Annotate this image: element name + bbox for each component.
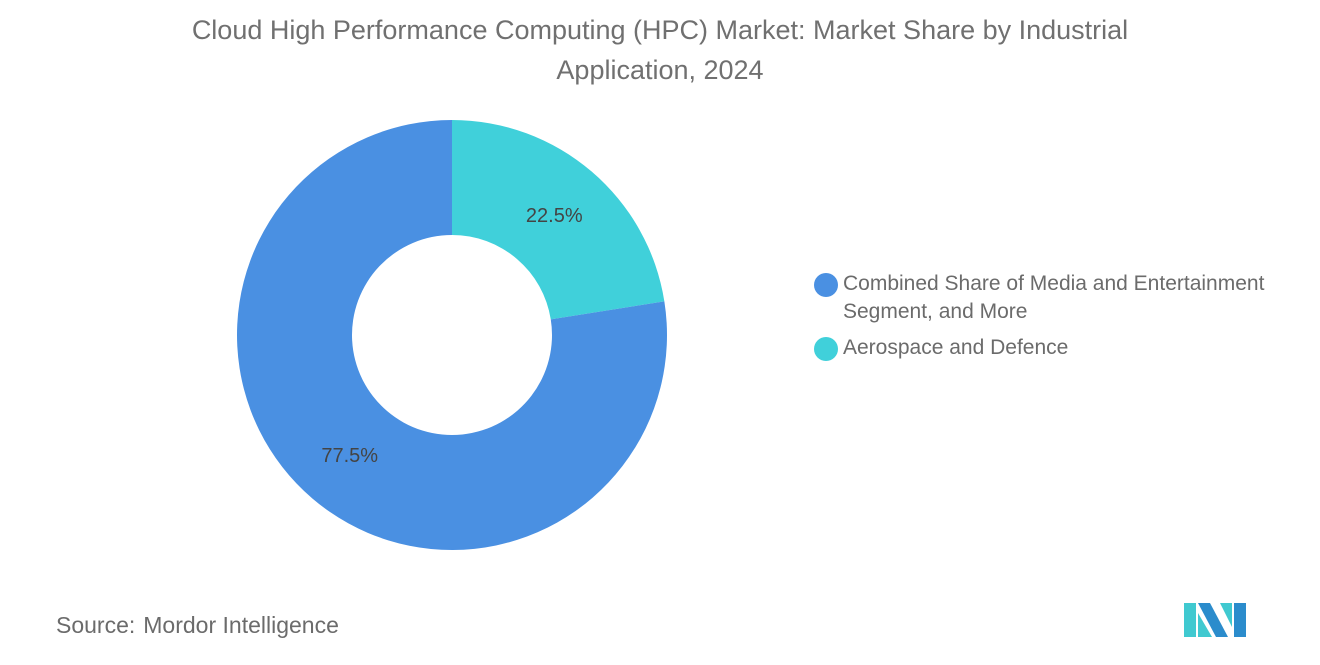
legend-item-media: Combined Share of Media and Entertainmen… — [814, 270, 1314, 326]
legend-label: Combined Share of Media and Entertainmen… — [843, 272, 1265, 323]
legend-swatch — [814, 337, 838, 361]
mordor-logo — [1184, 603, 1246, 637]
legend-label: Aerospace and Defence — [843, 336, 1069, 359]
chart-title: Cloud High Performance Computing (HPC) M… — [191, 15, 1129, 85]
slice-label: 22.5% — [526, 205, 583, 227]
slice-0 — [452, 120, 665, 320]
slice-1 — [236, 120, 667, 550]
slice-label: 77.5% — [321, 445, 378, 467]
legend-swatch — [814, 273, 838, 297]
source-value: Mordor Intelligence — [143, 612, 339, 638]
legend: Combined Share of Media and Entertainmen… — [814, 270, 1314, 370]
source-label: Source: — [56, 612, 136, 638]
source: Source: Mordor Intelligence — [56, 612, 339, 639]
legend-item-aerospace: Aerospace and Defence — [814, 334, 1314, 362]
